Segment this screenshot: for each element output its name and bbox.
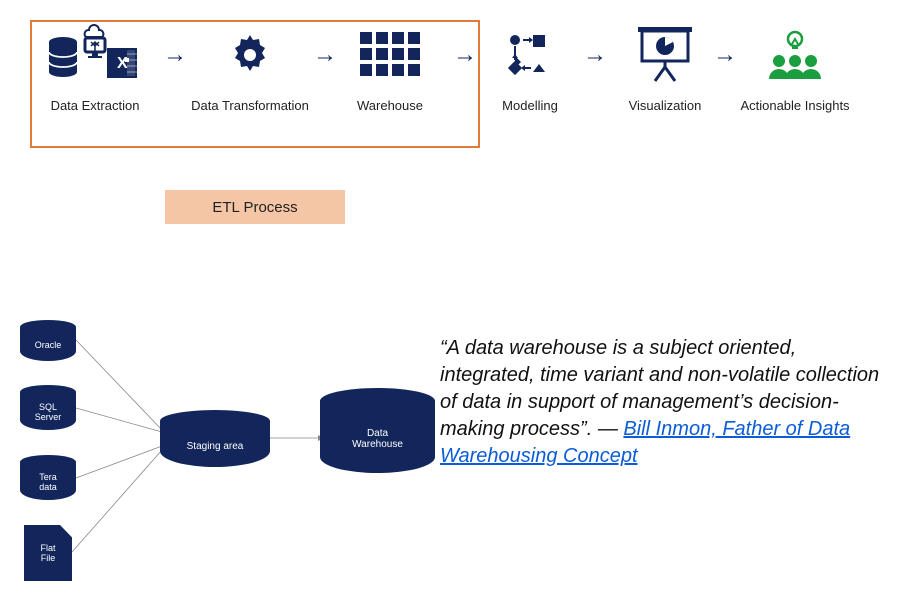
dw-label: Data Warehouse [352,424,403,450]
insights-people-bulb-icon [765,20,825,90]
source-sqlserver: SQL Server [20,385,76,430]
stage-modelling: Modelling [490,20,570,148]
presentation-chart-icon [638,20,692,90]
dw-diagram: Oracle SQL Server Tera data Flat File St… [10,310,430,600]
source-oracle: Oracle [20,320,76,361]
inmon-quote: “A data warehouse is a subject oriented,… [440,335,880,470]
etl-badge-label: ETL Process [212,199,297,216]
staging-label: Staging area [187,437,244,452]
arrow-icon: → [710,20,740,90]
staging-area: Staging area [160,410,270,467]
stage-visualization: Visualization [620,20,710,148]
data-warehouse-cylinder: Data Warehouse [320,388,435,473]
source-label: Oracle [35,337,62,351]
source-label: Tera data [39,469,57,493]
stage-label: Actionable Insights [740,98,849,113]
stage-insights: Actionable Insights [740,20,850,148]
source-teradata: Tera data [20,455,76,500]
pipeline-row: X Data Extraction → Data Transformation … [30,20,880,150]
etl-process-badge: ETL Process [165,190,345,224]
stage-label: Visualization [629,98,702,113]
etl-highlight-box [30,20,480,148]
source-label: Flat File [40,543,55,563]
stage-label: Modelling [502,98,558,113]
source-label: SQL Server [35,399,62,423]
arrow-icon: → [570,20,620,90]
modelling-icon [505,20,555,90]
source-flatfile: Flat File [24,525,72,581]
